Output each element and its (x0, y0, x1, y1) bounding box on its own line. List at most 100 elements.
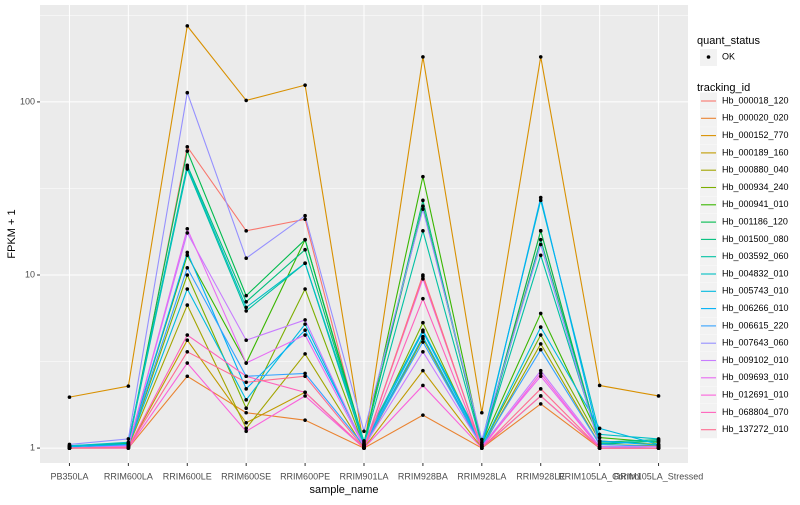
x-tick-label: RRIM600LA (104, 471, 153, 481)
data-point (185, 250, 190, 255)
data-point (421, 320, 425, 325)
legend-label: Hb_004832_010 (722, 268, 789, 278)
data-point (126, 445, 131, 450)
data-point (185, 361, 190, 365)
legend-label: Hb_000020_020 (722, 113, 789, 123)
data-point (362, 446, 366, 450)
data-point (303, 322, 307, 326)
data-point (185, 24, 190, 28)
legend-title: quant_status (697, 35, 760, 47)
data-point (185, 374, 190, 379)
legend-label: Hb_000018_120 (722, 95, 789, 105)
data-point (421, 383, 425, 388)
legend-label: Hb_012691_010 (722, 389, 789, 399)
legend-label: Hb_009102_010 (722, 355, 789, 365)
data-point (421, 340, 425, 344)
x-tick-label: RRIM105LA_Control (558, 471, 641, 481)
data-point (244, 309, 248, 313)
data-point (185, 303, 190, 307)
data-point (185, 231, 190, 235)
legend-label: Hb_005743_010 (722, 286, 789, 296)
x-tick-label: RRIM928LE (516, 471, 565, 481)
data-point (538, 371, 543, 376)
legend-label: Hb_000152_770 (722, 130, 789, 140)
legend-label: Hb_000189_160 (722, 147, 789, 157)
data-point (538, 55, 543, 59)
legend-label: Hb_068804_070 (722, 407, 789, 417)
data-point (656, 446, 661, 450)
data-point (538, 387, 543, 391)
legend-label: Hb_006615_220 (722, 320, 789, 330)
data-point (597, 432, 602, 437)
data-point (656, 437, 661, 441)
data-point (421, 174, 425, 179)
data-point (244, 229, 248, 233)
data-point (244, 293, 248, 298)
data-point (480, 446, 484, 450)
data-point (303, 352, 307, 356)
data-point (244, 374, 248, 379)
data-point (538, 325, 543, 329)
data-point (244, 300, 248, 304)
legend-label: Hb_000880_040 (722, 165, 789, 175)
data-point (421, 349, 425, 354)
data-point (538, 394, 543, 398)
data-point (303, 418, 307, 422)
data-point (480, 437, 484, 442)
data-point (303, 394, 307, 398)
y-tick-label: 100 (20, 96, 35, 106)
data-point (538, 242, 543, 247)
data-point (185, 266, 190, 270)
data-point (303, 371, 307, 376)
data-point (244, 338, 248, 343)
data-point (538, 333, 543, 337)
x-tick-label: RRIM105LA_Stressed (614, 471, 704, 481)
x-tick-label: RRIM928LA (457, 471, 506, 481)
data-point (421, 413, 425, 417)
data-point (538, 229, 543, 233)
data-point (538, 368, 543, 373)
data-point (303, 318, 307, 322)
data-point (244, 420, 248, 425)
data-point (480, 410, 484, 415)
data-point (362, 429, 366, 434)
data-point (126, 437, 131, 441)
legend-label: OK (722, 51, 735, 61)
data-point (421, 334, 425, 339)
data-point (67, 395, 72, 399)
data-point (244, 256, 248, 261)
data-point (538, 342, 543, 346)
legend-title: tracking_id (697, 82, 750, 94)
legend-label: Hb_006266_010 (722, 303, 789, 313)
data-point (303, 247, 307, 252)
data-point (303, 390, 307, 395)
legend-label: Hb_001500_080 (722, 234, 789, 244)
y-tick-label: 10 (25, 269, 35, 279)
data-point (303, 237, 307, 242)
y-axis-title: FPKM + 1 (6, 209, 18, 258)
legend-label: Hb_001186_120 (722, 216, 788, 226)
data-point (244, 398, 248, 402)
data-point (303, 287, 307, 291)
data-point (538, 402, 543, 406)
legend-label: Hb_137272_010 (722, 424, 789, 434)
data-point (538, 311, 543, 316)
data-point (244, 98, 248, 103)
data-point (421, 368, 425, 373)
data-point (421, 55, 425, 59)
data-point (597, 446, 602, 450)
legend-label: Hb_000934_240 (722, 182, 789, 192)
data-point (185, 253, 190, 258)
y-tick-label: 1 (30, 442, 35, 452)
data-point (597, 383, 602, 388)
x-tick-label: RRIM600PE (280, 471, 330, 481)
x-axis-title: sample_name (309, 484, 378, 496)
data-point (538, 237, 543, 242)
x-tick-label: RRIM928BA (398, 471, 448, 481)
data-point (67, 446, 72, 450)
x-tick-label: RRIM600LE (163, 471, 212, 481)
data-point (597, 426, 602, 431)
data-point (538, 195, 543, 200)
data-point (303, 83, 307, 87)
legend-label: Hb_007643_060 (722, 338, 789, 348)
